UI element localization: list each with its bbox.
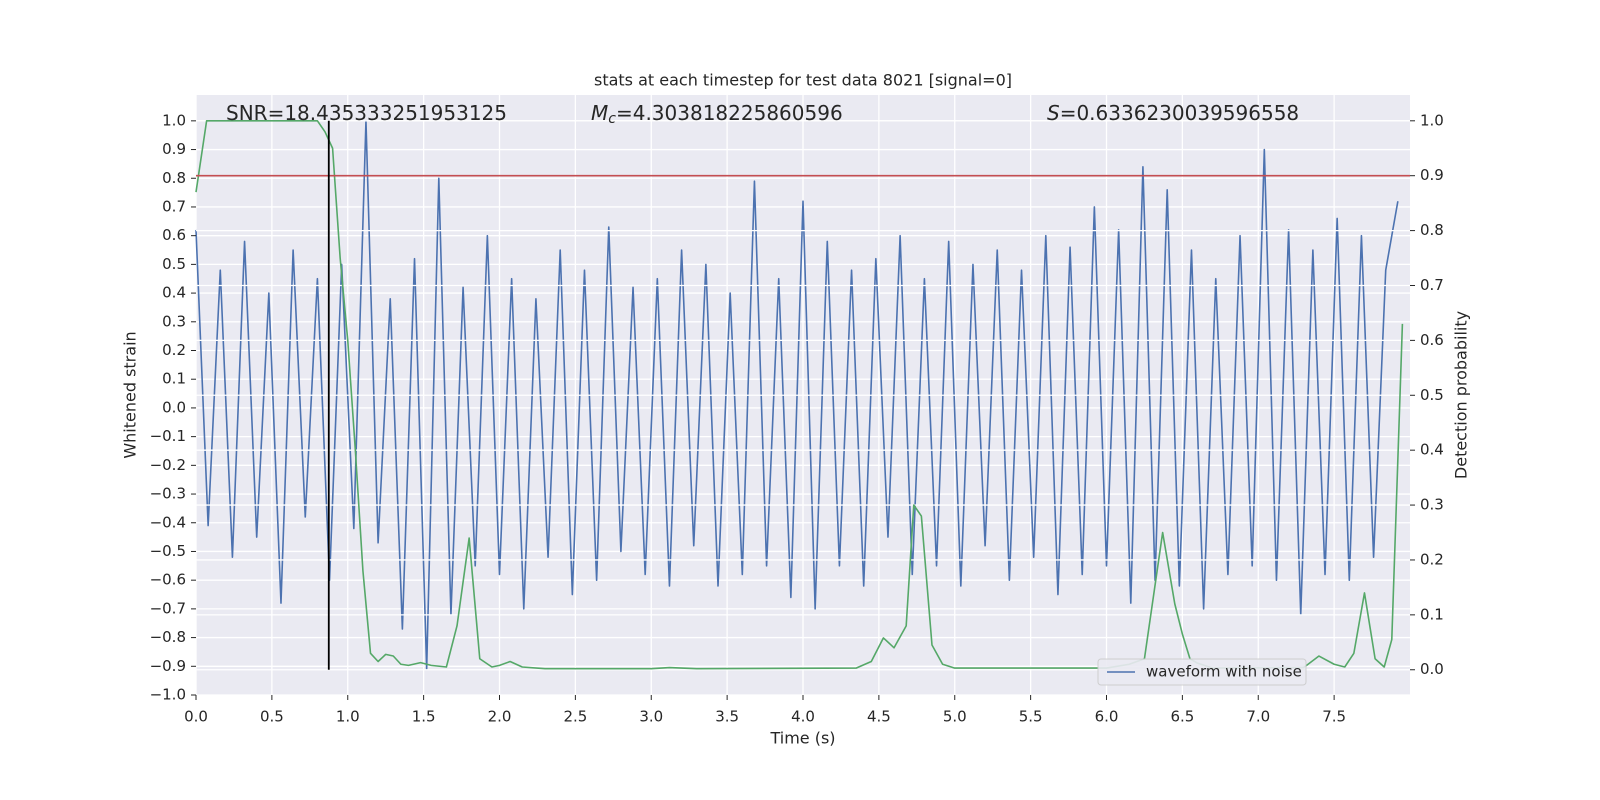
axes: 0.0 0.5 1.0 1.5 2.0 2.5 3.0 3.5 4.0 4.5 5.0 5.5 6.0 6…: [150, 111, 1444, 725]
y2-tick-label: 0.2: [1420, 550, 1444, 568]
y-axis-label: Whitened strain: [121, 331, 140, 458]
y-tick-label: −0.1: [150, 427, 186, 445]
y-tick-label: 0.2: [162, 341, 186, 359]
y-tick-label: 0.1: [162, 370, 186, 388]
legend-box: [1097, 658, 1307, 686]
y-tick-label: −0.2: [150, 456, 186, 474]
annotation-value: =4.303818225860596: [616, 101, 843, 125]
x-tick-label: 3.0: [639, 708, 663, 726]
x-tick-label: 7.0: [1246, 708, 1270, 726]
annotation-symbol: SNR: [226, 101, 268, 125]
y-tick-label: −0.3: [150, 485, 186, 503]
y2-tick-label: 0.3: [1420, 496, 1444, 514]
y-tick-label: −0.4: [150, 513, 186, 531]
x-tick-label: 6.5: [1170, 708, 1194, 726]
y2-tick-label: 0.8: [1420, 221, 1444, 239]
annotation-symbol: S: [1047, 101, 1060, 125]
y-tick-label: −0.9: [150, 657, 186, 675]
y2-tick-label: 0.6: [1420, 331, 1444, 349]
x-tick-label: 5.0: [943, 708, 967, 726]
y-tick-label: −0.5: [150, 542, 186, 560]
y-tick-label: 0.4: [162, 284, 186, 302]
annotation-value: =18.435333251953125: [268, 101, 507, 125]
y2-tick-label: 0.9: [1420, 166, 1444, 184]
annotation-symbol: M: [591, 101, 608, 125]
x-tick-label: 6.0: [1095, 708, 1119, 726]
series-line: [195, 120, 1399, 670]
y2-tick-label: 1.0: [1420, 111, 1444, 129]
y2-tick-label: 0.5: [1420, 386, 1444, 404]
x-tick-label: 3.5: [715, 708, 739, 726]
annotation: Mc=4.303818225860596: [591, 101, 843, 128]
y-tick-label: 0.7: [162, 197, 186, 215]
chart-title: stats at each timestep for test data 802…: [594, 71, 1012, 90]
y-tick-label: 0.3: [162, 312, 186, 330]
annotation: S=0.6336230039596558: [1047, 101, 1299, 125]
y-tick-label: 0.5: [162, 255, 186, 273]
y2-axis-label: Detection probability: [1452, 311, 1471, 479]
legend-label: waveform with noise: [1146, 663, 1302, 681]
x-tick-label: 1.5: [412, 708, 436, 726]
y-tick-label: −0.6: [150, 571, 186, 589]
annotation: SNR=18.435333251953125: [226, 101, 507, 125]
y2-tick-label: 0.4: [1420, 441, 1444, 459]
y-tick-label: −1.0: [150, 686, 186, 704]
x-tick-label: 4.0: [791, 708, 815, 726]
x-tick-label: 1.0: [336, 708, 360, 726]
y2-tick-label: 0.0: [1420, 660, 1444, 678]
x-tick-label: 2.0: [488, 708, 512, 726]
x-tick-label: 4.5: [867, 708, 891, 726]
y-tick-label: 0.8: [162, 169, 186, 187]
x-tick-label: 0.0: [184, 708, 208, 726]
x-tick-label: 0.5: [260, 708, 284, 726]
x-tick-label: 5.5: [1019, 708, 1043, 726]
annotation-value: =0.6336230039596558: [1060, 101, 1299, 125]
x-tick-label: 7.5: [1322, 708, 1346, 726]
x-tick-label: 2.5: [563, 708, 587, 726]
annotation-subscript: c: [608, 111, 616, 127]
y-tick-label: 1.0: [162, 111, 186, 129]
y-tick-label: 0.0: [162, 398, 186, 416]
y-tick-label: 0.9: [162, 140, 186, 158]
y-tick-label: 0.6: [162, 226, 186, 244]
y2-tick-label: 0.7: [1420, 276, 1444, 294]
y-tick-label: −0.8: [150, 628, 186, 646]
y2-tick-label: 0.1: [1420, 605, 1444, 623]
y-tick-label: −0.7: [150, 599, 186, 617]
x-axis-label: Time (s): [769, 729, 835, 748]
